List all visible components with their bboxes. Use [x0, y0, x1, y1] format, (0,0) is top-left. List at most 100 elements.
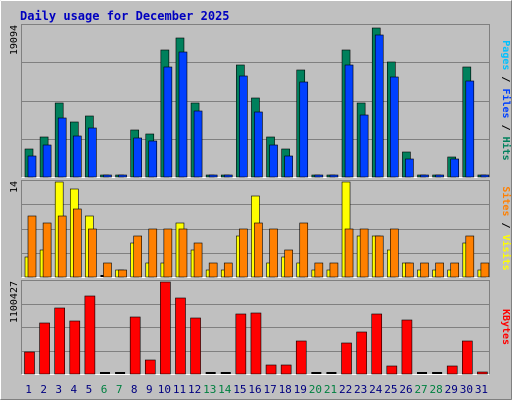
x-tick-label-day-29: 29: [445, 383, 458, 396]
visits-sites-bar-sites-day-26: [405, 262, 414, 278]
kbytes-bar-kbytes-day-11: [175, 297, 186, 375]
visits-sites-bar-sites-day-31: [480, 262, 490, 278]
x-tick-label-day-28: 28: [430, 383, 443, 396]
hits-files-pages-bar-files-day-3: [57, 117, 67, 178]
x-tick-label-day-18: 18: [279, 383, 292, 396]
x-tick-label-day-16: 16: [248, 383, 261, 396]
kbytes-bar-kbytes-day-24: [371, 313, 383, 375]
hits-files-pages-legend-part-2: Files: [500, 88, 512, 118]
x-tick-label-day-9: 9: [146, 383, 153, 396]
hits-files-pages-bar-files-day-22: [344, 64, 354, 178]
hits-files-pages-bar-files-day-31: [480, 174, 490, 178]
kbytes-bar-kbytes-day-29: [446, 365, 458, 375]
visits-sites-bar-sites-day-1: [27, 215, 37, 278]
hits-files-pages-bar-files-day-6: [103, 174, 112, 178]
kbytes-bar-kbytes-day-1: [24, 351, 35, 375]
x-tick-label-day-6: 6: [101, 383, 108, 396]
visits-sites-bar-sites-day-22: [344, 228, 354, 278]
hits-files-pages-bar-files-day-18: [284, 155, 293, 178]
x-tick-label-day-12: 12: [188, 383, 201, 396]
visits-sites-bar-sites-day-6: [103, 262, 112, 278]
visits-sites-ymax-label: 14: [9, 181, 20, 193]
hits-files-pages-bar-files-day-12: [193, 110, 203, 178]
visits-sites-bar-sites-day-17: [269, 228, 278, 278]
hits-files-pages-bar-files-day-8: [133, 137, 142, 178]
hits-files-pages-bar-files-day-29: [450, 158, 460, 178]
visits-sites-bar-sites-day-27: [420, 262, 429, 278]
visits-sites-bar-sites-day-25: [390, 228, 399, 278]
x-tick-label-day-15: 15: [233, 383, 246, 396]
visits-sites-bar-sites-day-19: [299, 222, 309, 278]
hits-files-pages-bar-files-day-20: [314, 174, 324, 178]
visits-sites-bar-sites-day-21: [329, 262, 339, 278]
hits-files-pages-bar-files-day-19: [299, 81, 309, 178]
hits-files-pages-bar-files-day-14: [223, 174, 233, 178]
visits-sites-bar-sites-day-30: [465, 235, 475, 278]
hits-files-pages-legend-part-4: Hits: [500, 137, 512, 161]
x-tick-label-day-17: 17: [263, 383, 276, 396]
x-tick-label-day-26: 26: [399, 383, 412, 396]
x-tick-label-day-25: 25: [384, 383, 397, 396]
hits-files-pages-bar-files-day-16: [254, 111, 263, 178]
hits-files-pages-bar-files-day-27: [420, 174, 429, 178]
visits-sites-bar-sites-day-15: [239, 228, 248, 278]
visits-sites-bar-sites-day-8: [133, 235, 142, 278]
kbytes-bar-kbytes-day-26: [401, 319, 413, 375]
visits-sites-bar-sites-day-23: [359, 228, 369, 278]
visits-sites-bar-sites-day-29: [450, 262, 460, 278]
visits-sites-bar-sites-day-3: [57, 215, 67, 278]
kbytes-bar-kbytes-day-22: [341, 342, 352, 375]
x-tick-label-day-13: 13: [203, 383, 216, 396]
visits-sites-legend-part-0: Sites: [500, 186, 512, 216]
x-tick-label-day-3: 3: [55, 383, 62, 396]
x-tick-label-day-2: 2: [40, 383, 47, 396]
hits-files-pages-bar-files-day-26: [405, 158, 414, 178]
hits-files-pages-legend-part-1: /: [500, 70, 511, 88]
hits-files-pages-bar-files-day-30: [465, 80, 475, 178]
visits-sites-bar-sites-day-14: [223, 262, 233, 278]
kbytes-bar-kbytes-day-3: [54, 307, 65, 375]
x-tick-label-day-23: 23: [354, 383, 367, 396]
visits-sites-legend: Sites / Visits: [500, 186, 512, 270]
hits-files-pages-bar-files-day-25: [390, 76, 399, 178]
kbytes-bar-kbytes-day-31: [477, 371, 488, 375]
hits-files-pages-bar-files-day-10: [163, 66, 173, 178]
visits-sites-bar-sites-day-5: [88, 228, 97, 278]
kbytes-bar-kbytes-day-18: [280, 364, 292, 375]
kbytes-bar-kbytes-day-6: [99, 372, 110, 374]
kbytes-bar-kbytes-day-30: [462, 340, 473, 375]
kbytes-bar-kbytes-day-7: [115, 372, 126, 374]
hits-files-pages-bar-files-day-21: [329, 174, 339, 178]
visits-sites-bar-sites-day-18: [284, 249, 293, 278]
x-tick-label-day-5: 5: [86, 383, 93, 396]
visits-sites-bar-sites-day-9: [148, 228, 158, 278]
hits-files-pages-bar-files-day-4: [72, 135, 82, 178]
x-tick-label-day-14: 14: [218, 383, 232, 396]
hits-files-pages-bar-files-day-17: [269, 144, 278, 178]
kbytes-bar-kbytes-day-8: [129, 316, 141, 375]
kbytes-bar-kbytes-day-17: [265, 364, 277, 375]
hits-files-pages-legend-part-3: /: [500, 119, 511, 137]
kbytes-bar-kbytes-day-12: [190, 317, 201, 375]
visits-sites-bar-sites-day-13: [208, 262, 218, 278]
x-tick-label-day-24: 24: [369, 383, 383, 396]
x-tick-label-day-10: 10: [158, 383, 171, 396]
hits-files-pages-bar-files-day-2: [42, 144, 52, 178]
hits-files-pages-bar-files-day-5: [88, 127, 97, 178]
x-tick-label-day-20: 20: [309, 383, 322, 396]
kbytes-bar-kbytes-day-2: [39, 322, 50, 375]
visits-sites-bar-sites-day-12: [193, 242, 203, 278]
hits-files-pages-bar-files-day-13: [208, 174, 218, 178]
x-tick-label-day-7: 7: [116, 383, 123, 396]
kbytes-bar-kbytes-day-15: [235, 313, 247, 375]
hits-files-pages-bar-files-day-7: [118, 174, 127, 178]
visits-sites-bar-sites-day-7: [118, 269, 127, 278]
x-tick-label-day-30: 30: [460, 383, 473, 396]
x-tick-label-day-22: 22: [339, 383, 352, 396]
visits-sites-bar-sites-day-10: [163, 228, 173, 278]
kbytes-legend: KBytes: [500, 309, 511, 345]
kbytes-bar-kbytes-day-4: [69, 320, 81, 375]
hits-files-pages-bar-files-day-15: [239, 75, 248, 178]
visits-sites-bar-sites-day-28: [435, 262, 444, 278]
x-tick-label-day-21: 21: [324, 383, 337, 396]
